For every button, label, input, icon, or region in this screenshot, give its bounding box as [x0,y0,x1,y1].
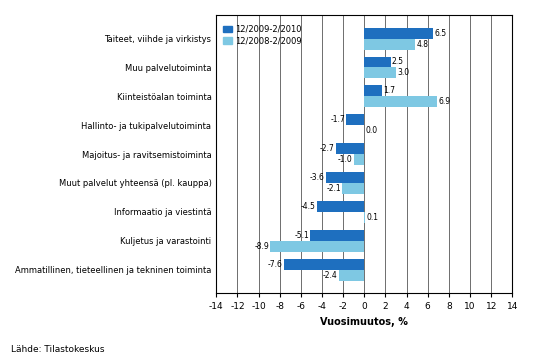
Bar [364,38,415,49]
Text: -2.1: -2.1 [326,184,341,193]
X-axis label: Vuosimuutos, %: Vuosimuutos, % [320,317,408,327]
Bar [339,269,364,281]
Text: -2.7: -2.7 [320,144,334,153]
Text: -1.7: -1.7 [330,115,345,124]
Text: 3.0: 3.0 [397,68,409,78]
Text: -4.5: -4.5 [301,202,316,211]
Bar [364,96,437,107]
Text: -8.9: -8.9 [254,242,269,251]
Bar [342,183,364,194]
Bar [364,28,433,38]
Bar [364,68,396,78]
Text: -1.0: -1.0 [338,155,352,164]
Text: 6.5: 6.5 [434,28,447,38]
Text: 0.0: 0.0 [366,126,378,135]
Bar [310,230,364,241]
Bar [336,143,364,154]
Bar [284,258,364,269]
Text: -2.4: -2.4 [323,271,337,279]
Text: 4.8: 4.8 [416,40,429,49]
Text: -3.6: -3.6 [310,173,325,182]
Bar [364,212,365,223]
Text: 1.7: 1.7 [384,87,395,95]
Text: 6.9: 6.9 [439,97,450,106]
Text: -7.6: -7.6 [268,260,282,268]
Bar [326,172,364,183]
Bar [270,241,364,252]
Text: -5.1: -5.1 [294,231,309,240]
Bar [354,154,364,165]
Bar [346,114,364,125]
Legend: 12/2009-2/2010, 12/2008-2/2009: 12/2009-2/2010, 12/2008-2/2009 [223,25,302,45]
Bar [317,201,364,212]
Text: Lähde: Tilastokeskus: Lähde: Tilastokeskus [11,345,104,354]
Bar [364,85,382,96]
Text: 0.1: 0.1 [367,213,378,222]
Bar [364,57,391,68]
Text: 2.5: 2.5 [392,58,404,67]
